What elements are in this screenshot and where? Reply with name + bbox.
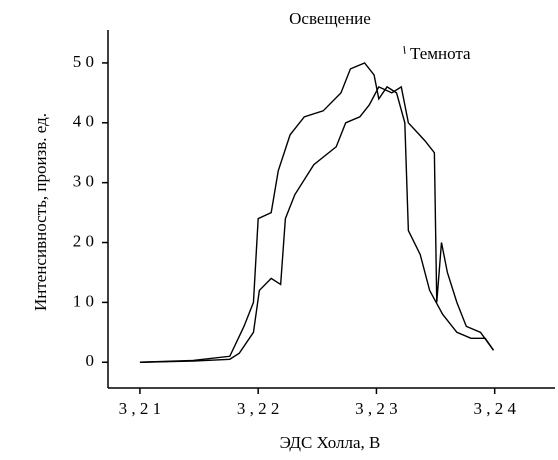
annotation: Темнота — [410, 44, 471, 63]
line-series — [139, 62, 495, 363]
y-tick-label: 5 0 — [73, 52, 94, 71]
x-tick-label: 3 , 2 4 — [473, 399, 516, 418]
y-tick-label: 4 0 — [73, 112, 94, 131]
x-axis-label: ЭДС Холла, В — [280, 433, 381, 452]
y-tick-label: 0 — [86, 351, 95, 370]
y-tick-label: 2 0 — [73, 231, 94, 250]
y-axis-label: Интенсивность, произв. ед. — [31, 113, 50, 311]
x-tick-label: 3 , 2 1 — [119, 399, 162, 418]
annotation: Освещение — [289, 9, 371, 28]
x-tick-label: 3 , 2 3 — [355, 399, 398, 418]
annotation-pointer — [403, 45, 406, 55]
y-tick-label: 1 0 — [73, 291, 94, 310]
x-tick-label: 3 , 2 2 — [237, 399, 280, 418]
line-series — [139, 85, 495, 363]
y-tick-label: 3 0 — [73, 172, 94, 191]
